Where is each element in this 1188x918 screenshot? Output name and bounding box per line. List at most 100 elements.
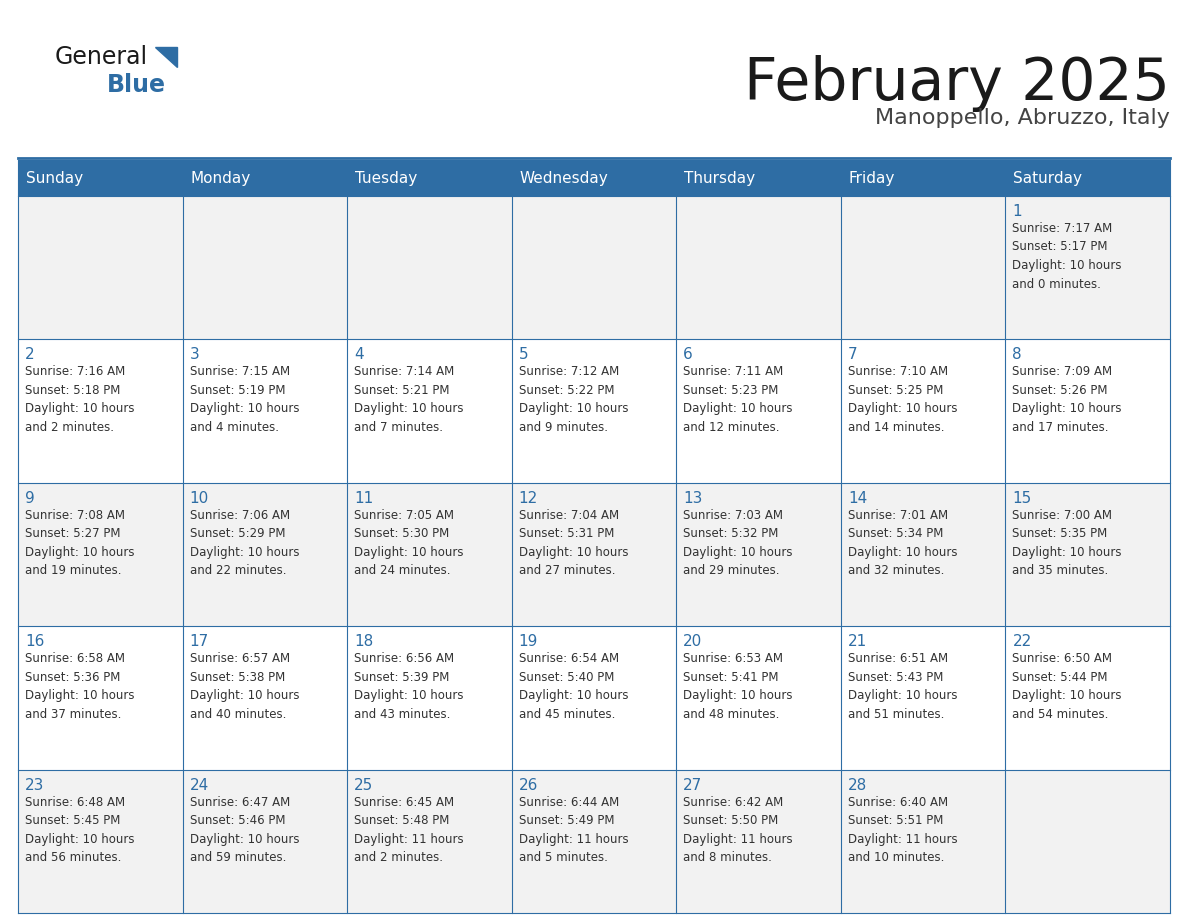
Text: Sunrise: 7:17 AM
Sunset: 5:17 PM
Daylight: 10 hours
and 0 minutes.: Sunrise: 7:17 AM Sunset: 5:17 PM Dayligh… (1012, 222, 1121, 290)
Text: Sunrise: 6:58 AM
Sunset: 5:36 PM
Daylight: 10 hours
and 37 minutes.: Sunrise: 6:58 AM Sunset: 5:36 PM Dayligh… (25, 652, 134, 721)
Text: 17: 17 (190, 634, 209, 649)
Bar (1005, 196, 1170, 340)
Bar (347, 340, 512, 483)
Bar (183, 626, 347, 769)
Text: Sunrise: 7:12 AM
Sunset: 5:22 PM
Daylight: 10 hours
and 9 minutes.: Sunrise: 7:12 AM Sunset: 5:22 PM Dayligh… (519, 365, 628, 434)
Bar (18, 626, 183, 769)
Text: Sunrise: 6:48 AM
Sunset: 5:45 PM
Daylight: 10 hours
and 56 minutes.: Sunrise: 6:48 AM Sunset: 5:45 PM Dayligh… (25, 796, 134, 864)
Bar (676, 769, 841, 913)
Text: Sunrise: 6:56 AM
Sunset: 5:39 PM
Daylight: 10 hours
and 43 minutes.: Sunrise: 6:56 AM Sunset: 5:39 PM Dayligh… (354, 652, 463, 721)
Bar (18, 340, 183, 483)
Bar (347, 483, 512, 626)
Bar (841, 769, 1005, 913)
Bar (841, 626, 1005, 769)
Bar (18, 769, 183, 913)
Text: Sunrise: 6:44 AM
Sunset: 5:49 PM
Daylight: 11 hours
and 5 minutes.: Sunrise: 6:44 AM Sunset: 5:49 PM Dayligh… (519, 796, 628, 864)
Bar (841, 340, 1005, 483)
Text: 4: 4 (354, 347, 364, 363)
Text: Sunrise: 6:40 AM
Sunset: 5:51 PM
Daylight: 11 hours
and 10 minutes.: Sunrise: 6:40 AM Sunset: 5:51 PM Dayligh… (848, 796, 958, 864)
Text: Sunrise: 7:15 AM
Sunset: 5:19 PM
Daylight: 10 hours
and 4 minutes.: Sunrise: 7:15 AM Sunset: 5:19 PM Dayligh… (190, 365, 299, 434)
Text: 5: 5 (519, 347, 529, 363)
Bar (1005, 483, 1170, 626)
Text: Sunrise: 7:14 AM
Sunset: 5:21 PM
Daylight: 10 hours
and 7 minutes.: Sunrise: 7:14 AM Sunset: 5:21 PM Dayligh… (354, 365, 463, 434)
Bar (841, 483, 1005, 626)
Text: Sunday: Sunday (26, 171, 83, 185)
Text: Sunrise: 7:08 AM
Sunset: 5:27 PM
Daylight: 10 hours
and 19 minutes.: Sunrise: 7:08 AM Sunset: 5:27 PM Dayligh… (25, 509, 134, 577)
Bar (347, 769, 512, 913)
Text: Friday: Friday (849, 171, 896, 185)
Text: February 2025: February 2025 (744, 55, 1170, 112)
Text: 21: 21 (848, 634, 867, 649)
Bar (512, 196, 676, 340)
Text: 28: 28 (848, 778, 867, 792)
Text: 6: 6 (683, 347, 693, 363)
Bar (512, 626, 676, 769)
Text: Sunrise: 6:50 AM
Sunset: 5:44 PM
Daylight: 10 hours
and 54 minutes.: Sunrise: 6:50 AM Sunset: 5:44 PM Dayligh… (1012, 652, 1121, 721)
Text: 20: 20 (683, 634, 702, 649)
Text: 22: 22 (1012, 634, 1031, 649)
Text: 26: 26 (519, 778, 538, 792)
Bar (676, 626, 841, 769)
Text: Tuesday: Tuesday (355, 171, 417, 185)
Bar (512, 483, 676, 626)
Text: 14: 14 (848, 491, 867, 506)
Bar (1005, 340, 1170, 483)
Text: Sunrise: 7:11 AM
Sunset: 5:23 PM
Daylight: 10 hours
and 12 minutes.: Sunrise: 7:11 AM Sunset: 5:23 PM Dayligh… (683, 365, 792, 434)
Bar (183, 196, 347, 340)
Text: Sunrise: 7:05 AM
Sunset: 5:30 PM
Daylight: 10 hours
and 24 minutes.: Sunrise: 7:05 AM Sunset: 5:30 PM Dayligh… (354, 509, 463, 577)
Text: Blue: Blue (107, 73, 166, 97)
Bar (347, 626, 512, 769)
Text: 1: 1 (1012, 204, 1022, 219)
Text: Sunrise: 6:57 AM
Sunset: 5:38 PM
Daylight: 10 hours
and 40 minutes.: Sunrise: 6:57 AM Sunset: 5:38 PM Dayligh… (190, 652, 299, 721)
Text: Sunrise: 6:51 AM
Sunset: 5:43 PM
Daylight: 10 hours
and 51 minutes.: Sunrise: 6:51 AM Sunset: 5:43 PM Dayligh… (848, 652, 958, 721)
Bar (841, 196, 1005, 340)
Bar (512, 340, 676, 483)
Text: 23: 23 (25, 778, 44, 792)
Text: 8: 8 (1012, 347, 1022, 363)
Text: 2: 2 (25, 347, 34, 363)
Text: Sunrise: 6:45 AM
Sunset: 5:48 PM
Daylight: 11 hours
and 2 minutes.: Sunrise: 6:45 AM Sunset: 5:48 PM Dayligh… (354, 796, 463, 864)
Bar (18, 196, 183, 340)
Bar (347, 196, 512, 340)
Text: 19: 19 (519, 634, 538, 649)
Text: General: General (55, 45, 148, 69)
Text: Sunrise: 7:04 AM
Sunset: 5:31 PM
Daylight: 10 hours
and 27 minutes.: Sunrise: 7:04 AM Sunset: 5:31 PM Dayligh… (519, 509, 628, 577)
Text: 9: 9 (25, 491, 34, 506)
Text: 3: 3 (190, 347, 200, 363)
Text: 27: 27 (683, 778, 702, 792)
Text: 16: 16 (25, 634, 44, 649)
Bar (183, 340, 347, 483)
Bar (18, 160, 1170, 196)
Text: Sunrise: 7:03 AM
Sunset: 5:32 PM
Daylight: 10 hours
and 29 minutes.: Sunrise: 7:03 AM Sunset: 5:32 PM Dayligh… (683, 509, 792, 577)
Text: Wednesday: Wednesday (519, 171, 608, 185)
Text: Sunrise: 6:47 AM
Sunset: 5:46 PM
Daylight: 10 hours
and 59 minutes.: Sunrise: 6:47 AM Sunset: 5:46 PM Dayligh… (190, 796, 299, 864)
Text: 7: 7 (848, 347, 858, 363)
Polygon shape (154, 47, 177, 67)
Bar (676, 196, 841, 340)
Text: Sunrise: 6:54 AM
Sunset: 5:40 PM
Daylight: 10 hours
and 45 minutes.: Sunrise: 6:54 AM Sunset: 5:40 PM Dayligh… (519, 652, 628, 721)
Text: Sunrise: 7:06 AM
Sunset: 5:29 PM
Daylight: 10 hours
and 22 minutes.: Sunrise: 7:06 AM Sunset: 5:29 PM Dayligh… (190, 509, 299, 577)
Text: 25: 25 (354, 778, 373, 792)
Text: 12: 12 (519, 491, 538, 506)
Bar (18, 483, 183, 626)
Text: 24: 24 (190, 778, 209, 792)
Text: Saturday: Saturday (1013, 171, 1082, 185)
Text: Sunrise: 7:16 AM
Sunset: 5:18 PM
Daylight: 10 hours
and 2 minutes.: Sunrise: 7:16 AM Sunset: 5:18 PM Dayligh… (25, 365, 134, 434)
Bar (1005, 626, 1170, 769)
Bar (1005, 769, 1170, 913)
Text: 11: 11 (354, 491, 373, 506)
Text: Monday: Monday (190, 171, 251, 185)
Bar (183, 483, 347, 626)
Bar (676, 340, 841, 483)
Text: 10: 10 (190, 491, 209, 506)
Bar (676, 483, 841, 626)
Text: 15: 15 (1012, 491, 1031, 506)
Text: Sunrise: 7:10 AM
Sunset: 5:25 PM
Daylight: 10 hours
and 14 minutes.: Sunrise: 7:10 AM Sunset: 5:25 PM Dayligh… (848, 365, 958, 434)
Text: Manoppello, Abruzzo, Italy: Manoppello, Abruzzo, Italy (876, 108, 1170, 128)
Text: 13: 13 (683, 491, 702, 506)
Bar (183, 769, 347, 913)
Bar (512, 769, 676, 913)
Text: Sunrise: 7:01 AM
Sunset: 5:34 PM
Daylight: 10 hours
and 32 minutes.: Sunrise: 7:01 AM Sunset: 5:34 PM Dayligh… (848, 509, 958, 577)
Text: Sunrise: 7:00 AM
Sunset: 5:35 PM
Daylight: 10 hours
and 35 minutes.: Sunrise: 7:00 AM Sunset: 5:35 PM Dayligh… (1012, 509, 1121, 577)
Text: Thursday: Thursday (684, 171, 756, 185)
